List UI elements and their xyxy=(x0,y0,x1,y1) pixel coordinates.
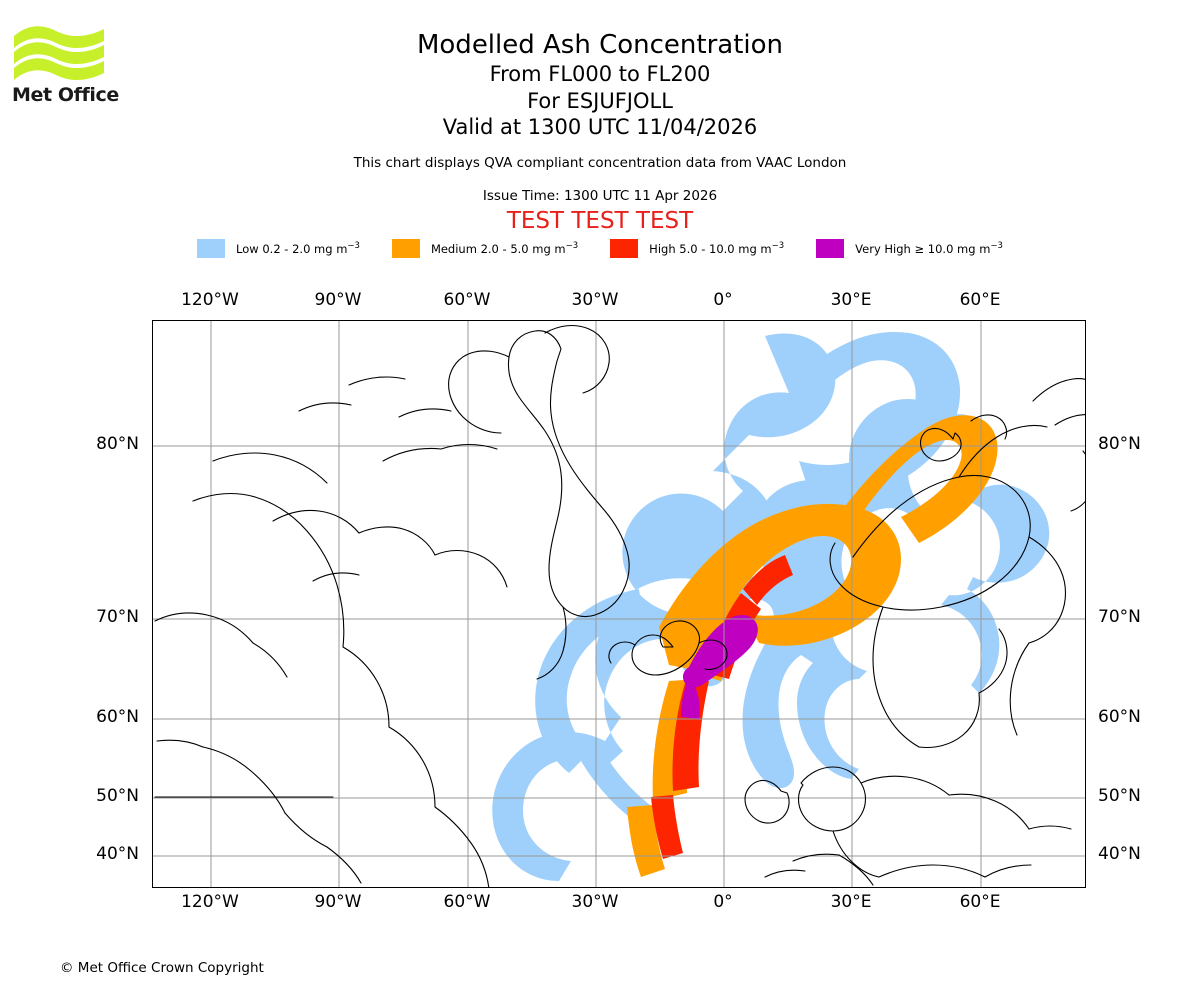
lat-tick-label-left-0: 80°N xyxy=(34,434,139,454)
map-area: 120°W90°W60°W30°W0°30°E60°E 120°W90°W60°… xyxy=(152,320,1086,888)
lon-tick-label-bottom-4: 0° xyxy=(668,892,778,912)
test-banner: TEST TEST TEST xyxy=(0,208,1200,234)
lat-tick-label-left-2: 60°N xyxy=(34,707,139,727)
lat-tick-label-left-3: 50°N xyxy=(34,786,139,806)
valid-time: Valid at 1300 UTC 11/04/2026 xyxy=(0,114,1200,141)
legend-swatch-1 xyxy=(392,239,420,258)
issue-time: Issue Time: 1300 UTC 11 Apr 2026 xyxy=(0,188,1200,204)
legend-item-0: Low 0.2 - 2.0 mg m−3 xyxy=(197,239,360,258)
legend-item-3: Very High ≥ 10.0 mg m−3 xyxy=(816,239,1003,258)
lon-tick-label-top-2: 60°W xyxy=(412,290,522,310)
lat-tick-label-left-4: 40°N xyxy=(34,844,139,864)
lon-tick-label-top-1: 90°W xyxy=(283,290,393,310)
copyright-footer: © Met Office Crown Copyright xyxy=(60,960,264,976)
legend-swatch-0 xyxy=(197,239,225,258)
lat-tick-label-right-4: 40°N xyxy=(1098,844,1200,864)
lon-tick-label-bottom-6: 60°E xyxy=(925,892,1035,912)
lon-tick-label-bottom-5: 30°E xyxy=(796,892,906,912)
legend-item-2: High 5.0 - 10.0 mg m−3 xyxy=(610,239,784,258)
lon-tick-label-top-3: 30°W xyxy=(540,290,650,310)
lon-tick-label-bottom-3: 30°W xyxy=(540,892,650,912)
page-title: Modelled Ash Concentration xyxy=(0,30,1200,61)
lon-tick-label-top-6: 60°E xyxy=(925,290,1035,310)
legend-swatch-2 xyxy=(610,239,638,258)
lon-tick-label-top-5: 30°E xyxy=(796,290,906,310)
flight-level-range: From FL000 to FL200 xyxy=(0,61,1200,88)
legend-label-1: Medium 2.0 - 5.0 mg m−3 xyxy=(431,241,578,256)
title-block: Modelled Ash Concentration From FL000 to… xyxy=(0,0,1200,234)
concentration-legend: Low 0.2 - 2.0 mg m−3 Medium 2.0 - 5.0 mg … xyxy=(0,239,1200,258)
lat-tick-label-right-2: 60°N xyxy=(1098,707,1200,727)
legend-swatch-3 xyxy=(816,239,844,258)
volcano-name: For ESJUFJOLL xyxy=(0,88,1200,115)
lon-tick-label-bottom-1: 90°W xyxy=(283,892,393,912)
legend-item-1: Medium 2.0 - 5.0 mg m−3 xyxy=(392,239,578,258)
lat-tick-label-left-1: 70°N xyxy=(34,607,139,627)
lat-tick-label-right-3: 50°N xyxy=(1098,786,1200,806)
legend-label-2: High 5.0 - 10.0 mg m−3 xyxy=(649,241,784,256)
lon-tick-label-top-4: 0° xyxy=(668,290,778,310)
lat-tick-label-right-0: 80°N xyxy=(1098,434,1200,454)
ash-concentration-map xyxy=(153,321,1086,888)
map-frame xyxy=(152,320,1086,888)
qva-note: This chart displays QVA compliant concen… xyxy=(0,155,1200,171)
lon-tick-label-bottom-0: 120°W xyxy=(155,892,265,912)
lon-tick-label-bottom-2: 60°W xyxy=(412,892,522,912)
lat-tick-label-right-1: 70°N xyxy=(1098,607,1200,627)
legend-label-3: Very High ≥ 10.0 mg m−3 xyxy=(855,241,1003,256)
lon-tick-label-top-0: 120°W xyxy=(155,290,265,310)
legend-label-0: Low 0.2 - 2.0 mg m−3 xyxy=(236,241,360,256)
